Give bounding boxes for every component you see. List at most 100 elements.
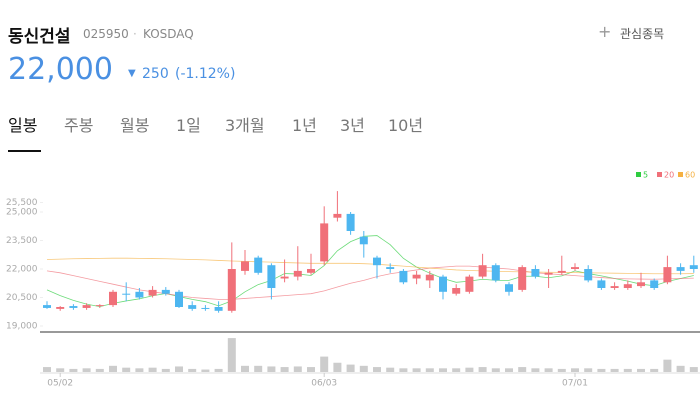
volume-bar xyxy=(544,368,553,372)
volume-bar xyxy=(597,368,606,372)
volume-bar xyxy=(188,368,197,372)
volume-bar xyxy=(478,367,487,372)
volume-bar xyxy=(148,367,157,372)
candle-body xyxy=(637,282,645,287)
y-tick-label: 25,500 xyxy=(6,198,38,208)
candle-body xyxy=(491,265,500,281)
volume-bar xyxy=(227,338,236,372)
candle-body xyxy=(386,267,395,269)
candle-body xyxy=(399,270,408,283)
y-tick-label: 20,500 xyxy=(6,293,38,303)
volume-bar xyxy=(333,362,342,372)
volume-bar xyxy=(491,368,500,372)
legend-swatch xyxy=(636,172,641,177)
candle-body xyxy=(531,269,540,277)
tab[interactable]: 10년 xyxy=(388,116,424,135)
legend-swatch xyxy=(678,172,683,177)
tab[interactable]: 3개월 xyxy=(225,116,265,135)
candle-body xyxy=(478,265,487,277)
y-tick-label: 22,000 xyxy=(6,265,38,275)
candle-body xyxy=(623,284,632,288)
y-tick-label: 23,500 xyxy=(6,236,38,246)
volume-bar xyxy=(280,367,289,372)
change: 250 xyxy=(142,66,169,82)
candle-body xyxy=(359,236,368,245)
candle-body xyxy=(201,307,210,309)
volume-bar xyxy=(505,368,513,372)
tab-underline xyxy=(8,150,41,152)
candle-body xyxy=(412,274,421,279)
candle-body xyxy=(425,274,434,281)
volume-bar xyxy=(175,366,183,372)
candle-body xyxy=(82,305,91,308)
volume-bar xyxy=(69,368,78,372)
stock-code: 025950 xyxy=(83,27,129,41)
tab[interactable]: 주봉 xyxy=(64,116,94,135)
volume-bar xyxy=(214,368,223,372)
watch-button[interactable]: 관심종목 xyxy=(620,27,665,41)
volume-bar xyxy=(241,365,249,372)
volume-bar xyxy=(689,367,698,372)
add-icon[interactable]: + xyxy=(598,22,612,41)
candle-body xyxy=(109,291,117,306)
candle-body xyxy=(175,291,183,307)
tab[interactable]: 일봉 xyxy=(8,116,38,135)
ma-line xyxy=(46,235,694,308)
volume-bar xyxy=(663,359,672,372)
x-tick-label: 07/01 xyxy=(562,379,588,389)
ma-line xyxy=(46,257,694,275)
candle-body xyxy=(267,265,276,288)
legend-swatch xyxy=(657,172,662,177)
tab[interactable]: 1년 xyxy=(292,116,317,135)
volume-bar xyxy=(676,365,685,372)
candle-body xyxy=(650,280,659,288)
legend-label: 5 xyxy=(643,171,648,180)
candle-body xyxy=(544,272,553,275)
candle-body xyxy=(584,269,593,281)
tab[interactable]: 월봉 xyxy=(120,116,150,135)
candle-body xyxy=(373,257,381,266)
volume-bar xyxy=(43,367,51,372)
volume-bar xyxy=(584,368,593,372)
x-tick-label: 06/03 xyxy=(311,379,337,389)
price: 22,000 xyxy=(8,52,113,87)
volume-bar xyxy=(425,368,434,372)
volume-bar xyxy=(82,368,91,372)
y-tick-label: 19,000 xyxy=(6,322,38,332)
change-pct: (-1.12%) xyxy=(175,66,236,82)
y-tick-label: 25,000 xyxy=(6,208,38,218)
candle-body xyxy=(188,305,197,309)
volume-bar xyxy=(623,368,632,372)
volume-bar xyxy=(254,365,263,372)
volume-bar xyxy=(122,367,131,372)
candle-body xyxy=(307,269,315,273)
volume-bar xyxy=(293,366,302,372)
tabs: 일봉 주봉 월봉 1일 3개월 1년 3년 10년 xyxy=(0,112,700,152)
candle-body xyxy=(610,286,619,288)
candle-body xyxy=(689,265,698,269)
candle-body xyxy=(346,213,355,231)
candle-body xyxy=(122,293,131,295)
candle-body xyxy=(571,267,579,269)
volume-bar xyxy=(571,368,579,372)
market: KOSDAQ xyxy=(143,27,194,41)
candle-body xyxy=(148,289,157,296)
volume-bar xyxy=(465,367,474,372)
volume-bar xyxy=(359,365,368,372)
candle-body xyxy=(557,270,566,273)
candle-body xyxy=(505,284,513,292)
volume-bar xyxy=(95,368,104,372)
tab[interactable]: 3년 xyxy=(340,116,365,135)
candle-body xyxy=(56,307,65,309)
tab[interactable]: 1일 xyxy=(176,116,201,135)
volume-bar xyxy=(650,368,659,372)
candle-body xyxy=(69,306,78,308)
candle-body xyxy=(452,288,461,294)
down-arrow: ▼ xyxy=(128,68,136,79)
candle-body xyxy=(161,289,170,294)
volume-bar xyxy=(56,368,65,372)
candle-body xyxy=(43,305,51,308)
candle-body xyxy=(663,267,672,283)
